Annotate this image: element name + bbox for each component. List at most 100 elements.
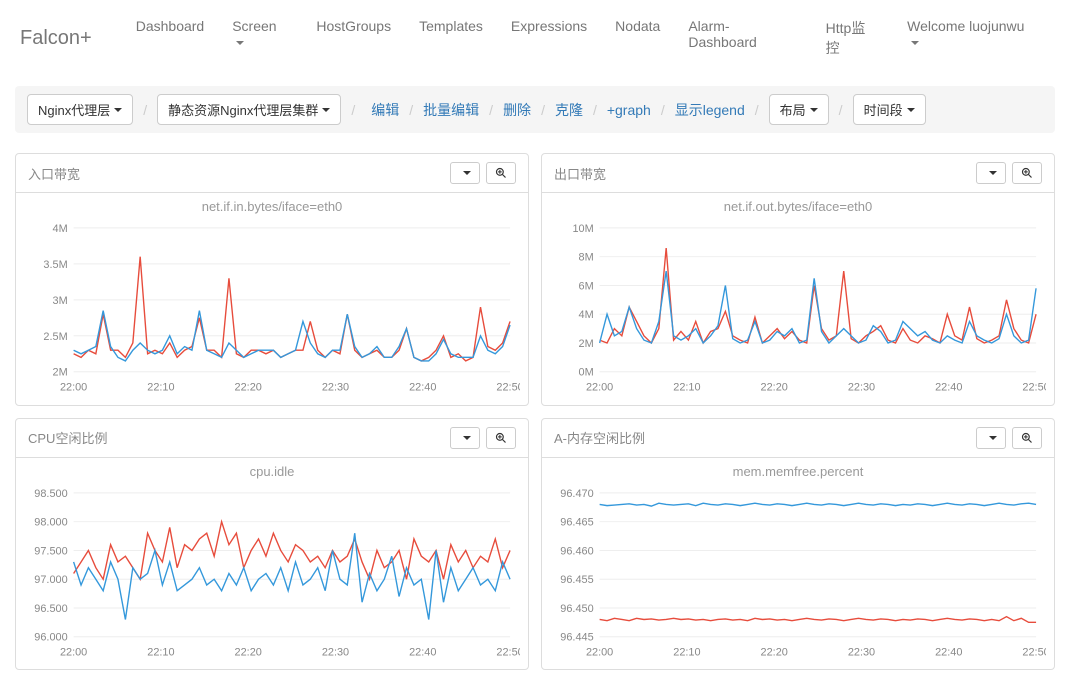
svg-text:22:10: 22:10 — [147, 646, 174, 658]
svg-text:22:50: 22:50 — [496, 382, 520, 394]
nav-link-screen[interactable]: Screen — [218, 10, 302, 66]
svg-text:22:20: 22:20 — [235, 382, 262, 394]
breadcrumb-sep: / — [657, 102, 669, 118]
chart-series — [74, 257, 510, 361]
svg-text:22:20: 22:20 — [761, 646, 788, 658]
nav-link-hostgroups[interactable]: HostGroups — [302, 10, 405, 66]
line-chart: 96.44596.45096.45596.46096.46596.47022:0… — [550, 483, 1046, 662]
svg-text:96.465: 96.465 — [560, 516, 593, 528]
collapse-button[interactable] — [976, 427, 1006, 449]
svg-text:22:00: 22:00 — [60, 382, 87, 394]
panel-title: 入口带宽 — [28, 164, 80, 183]
nav-link-dashboard[interactable]: Dashboard — [122, 10, 219, 66]
breadcrumb-sep: / — [589, 102, 601, 118]
svg-text:96.460: 96.460 — [560, 545, 593, 557]
zoom-button[interactable] — [1012, 162, 1042, 184]
chart-panel-2: CPU空闲比例cpu.idle96.00096.50097.00097.5009… — [15, 418, 529, 671]
chart-panel-0: 入口带宽net.if.in.bytes/iface=eth02M2.5M3M3.… — [15, 153, 529, 406]
nav-link-nodata[interactable]: Nodata — [601, 10, 674, 66]
breadcrumb-select-2[interactable]: 静态资源Nginx代理层集群 — [157, 94, 341, 125]
toolbar-link-1[interactable]: 批量编辑 — [417, 98, 485, 122]
nav-link-http监控[interactable]: Http监控 — [812, 10, 894, 66]
svg-text:97.500: 97.500 — [34, 545, 67, 557]
svg-text:22:10: 22:10 — [673, 382, 700, 394]
chart-series — [600, 503, 1036, 506]
charts-grid: 入口带宽net.if.in.bytes/iface=eth02M2.5M3M3.… — [0, 143, 1070, 680]
navbar: Falcon+ DashboardScreenHostGroupsTemplat… — [0, 0, 1070, 76]
breadcrumb-sep: / — [835, 102, 847, 118]
svg-text:22:00: 22:00 — [586, 382, 613, 394]
panel-title: CPU空闲比例 — [28, 428, 107, 447]
toolbar-link-0[interactable]: 编辑 — [365, 98, 405, 122]
panel-title: A-内存空闲比例 — [554, 428, 645, 447]
svg-text:22:10: 22:10 — [147, 382, 174, 394]
breadcrumb-sep: / — [405, 102, 417, 118]
layout-button[interactable]: 布局 — [769, 94, 829, 125]
zoom-button[interactable] — [486, 427, 516, 449]
svg-text:96.470: 96.470 — [560, 487, 593, 499]
svg-text:22:30: 22:30 — [322, 646, 349, 658]
breadcrumb-sep: / — [485, 102, 497, 118]
svg-text:8M: 8M — [579, 252, 594, 264]
nav-link-welcome-luojunwu[interactable]: Welcome luojunwu — [893, 10, 1050, 66]
chart-panel-3: A-内存空闲比例mem.memfree.percent96.44596.4509… — [541, 418, 1055, 671]
svg-text:22:30: 22:30 — [322, 382, 349, 394]
toolbar-link-3[interactable]: 克隆 — [549, 98, 589, 122]
svg-text:98.000: 98.000 — [34, 516, 67, 528]
svg-text:4M: 4M — [53, 223, 68, 235]
nav-link-expressions[interactable]: Expressions — [497, 10, 601, 66]
svg-text:2M: 2M — [53, 367, 68, 379]
nav-links: DashboardScreenHostGroupsTemplatesExpres… — [122, 10, 1050, 66]
svg-text:0M: 0M — [579, 367, 594, 379]
svg-text:96.500: 96.500 — [34, 602, 67, 614]
toolbar-link-5[interactable]: 显示legend — [669, 98, 751, 122]
breadcrumb-sep: / — [139, 102, 151, 118]
svg-text:22:40: 22:40 — [935, 382, 962, 394]
nav-link-alarm-dashboard[interactable]: Alarm-Dashboard — [674, 10, 811, 66]
svg-text:96.445: 96.445 — [560, 631, 593, 643]
svg-text:22:30: 22:30 — [848, 646, 875, 658]
svg-text:6M: 6M — [579, 280, 594, 292]
toolbar-link-2[interactable]: 删除 — [497, 98, 537, 122]
svg-text:22:30: 22:30 — [848, 382, 875, 394]
svg-text:22:10: 22:10 — [673, 646, 700, 658]
chart-series — [600, 271, 1036, 343]
svg-text:98.500: 98.500 — [34, 487, 67, 499]
chart-title: mem.memfree.percent — [542, 458, 1054, 479]
svg-text:96.455: 96.455 — [560, 574, 593, 586]
breadcrumb-sep: / — [347, 102, 359, 118]
zoom-button[interactable] — [486, 162, 516, 184]
toolbar: Nginx代理层 / 静态资源Nginx代理层集群 / 编辑/批量编辑/删除/克… — [15, 86, 1055, 133]
breadcrumb-select-1[interactable]: Nginx代理层 — [27, 94, 133, 125]
collapse-button[interactable] — [450, 427, 480, 449]
toolbar-link-4[interactable]: +graph — [601, 98, 657, 122]
brand[interactable]: Falcon+ — [20, 27, 92, 50]
chart-title: net.if.out.bytes/iface=eth0 — [542, 193, 1054, 214]
chart-body: 0M2M4M6M8M10M22:0022:1022:2022:3022:4022… — [542, 214, 1054, 405]
chart-panel-1: 出口带宽net.if.out.bytes/iface=eth00M2M4M6M8… — [541, 153, 1055, 406]
svg-text:22:50: 22:50 — [496, 646, 520, 658]
chart-title: net.if.in.bytes/iface=eth0 — [16, 193, 528, 214]
svg-text:22:20: 22:20 — [235, 646, 262, 658]
breadcrumb-sep: / — [751, 102, 763, 118]
collapse-button[interactable] — [976, 162, 1006, 184]
svg-text:22:50: 22:50 — [1022, 646, 1046, 658]
line-chart: 2M2.5M3M3.5M4M22:0022:1022:2022:3022:402… — [24, 218, 520, 397]
svg-text:22:40: 22:40 — [409, 646, 436, 658]
svg-text:3.5M: 3.5M — [43, 259, 67, 271]
svg-text:4M: 4M — [579, 309, 594, 321]
svg-text:96.000: 96.000 — [34, 631, 67, 643]
svg-text:10M: 10M — [572, 223, 593, 235]
line-chart: 96.000 96.500 97.000 97.500 98.000 98.500 22:0… — [24, 483, 520, 662]
breadcrumb-sep: / — [537, 102, 549, 118]
zoom-button[interactable] — [1012, 427, 1042, 449]
svg-text:22:40: 22:40 — [409, 382, 436, 394]
svg-text:22:00: 22:00 — [586, 646, 613, 658]
chart-series — [600, 248, 1036, 343]
svg-text:97.000: 97.000 — [34, 574, 67, 586]
timerange-button[interactable]: 时间段 — [853, 94, 926, 125]
svg-text:22:00: 22:00 — [60, 646, 87, 658]
nav-link-templates[interactable]: Templates — [405, 10, 497, 66]
collapse-button[interactable] — [450, 162, 480, 184]
chart-body: 2M2.5M3M3.5M4M22:0022:1022:2022:3022:402… — [16, 214, 528, 405]
